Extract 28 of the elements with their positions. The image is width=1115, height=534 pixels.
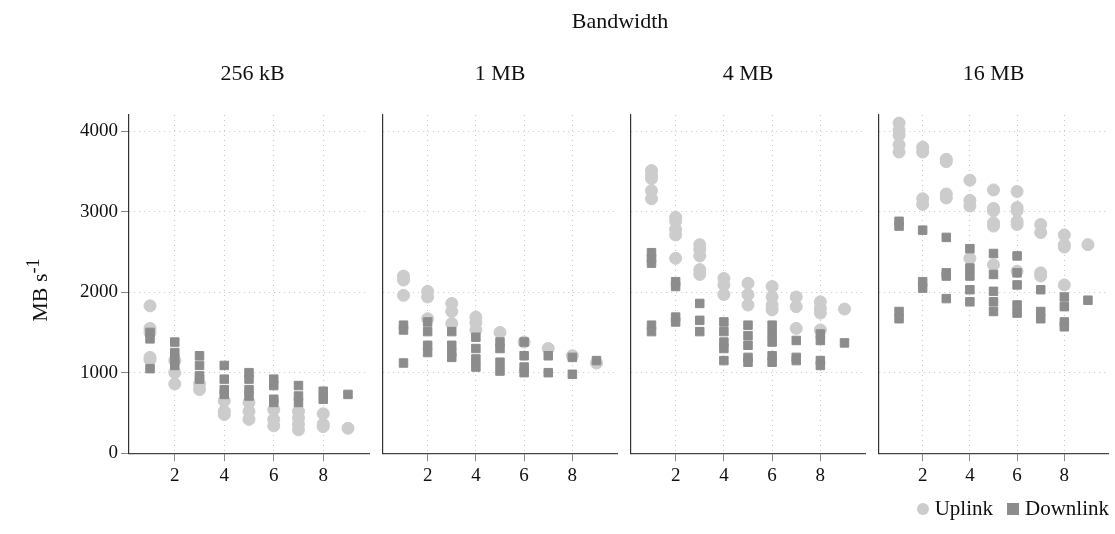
x-tick-label: 4 [965, 463, 976, 485]
x-tick-label: 6 [519, 463, 529, 485]
legend-label: Uplink [934, 496, 993, 521]
x-tick-label: 8 [1059, 463, 1070, 485]
x-tick-label: 8 [815, 463, 826, 485]
chart-subtitle: 256 kB [220, 60, 285, 86]
x-tick-label: 2 [170, 463, 180, 485]
x-tick-label: 4 [219, 463, 230, 485]
y-tick-label: 2000 [80, 280, 118, 302]
legend-label: Downlink [1025, 496, 1109, 521]
y-tick-label: 0 [108, 441, 118, 463]
chart-subtitle: 4 MB [722, 60, 774, 86]
y-tick-label: 3000 [80, 199, 118, 221]
x-tick-label: 2 [917, 463, 928, 485]
x-tick-label: 8 [318, 463, 328, 485]
x-tick-label: 4 [719, 463, 730, 485]
x-tick-label: 2 [670, 463, 681, 485]
x-tick-label: 8 [567, 463, 578, 485]
x-tick-label: 4 [471, 463, 482, 485]
x-tick-label: 6 [1012, 463, 1022, 485]
chart-title: Bandwidth [571, 8, 669, 34]
y-tick-label: 1000 [80, 360, 118, 382]
y-tick-label: 4000 [80, 119, 118, 141]
chart-subtitle: 16 MB [962, 60, 1025, 86]
x-tick-label: 2 [422, 463, 433, 485]
chart-subtitle: 1 MB [474, 60, 526, 86]
x-tick-label: 6 [767, 463, 777, 485]
x-tick-label: 6 [268, 463, 279, 485]
